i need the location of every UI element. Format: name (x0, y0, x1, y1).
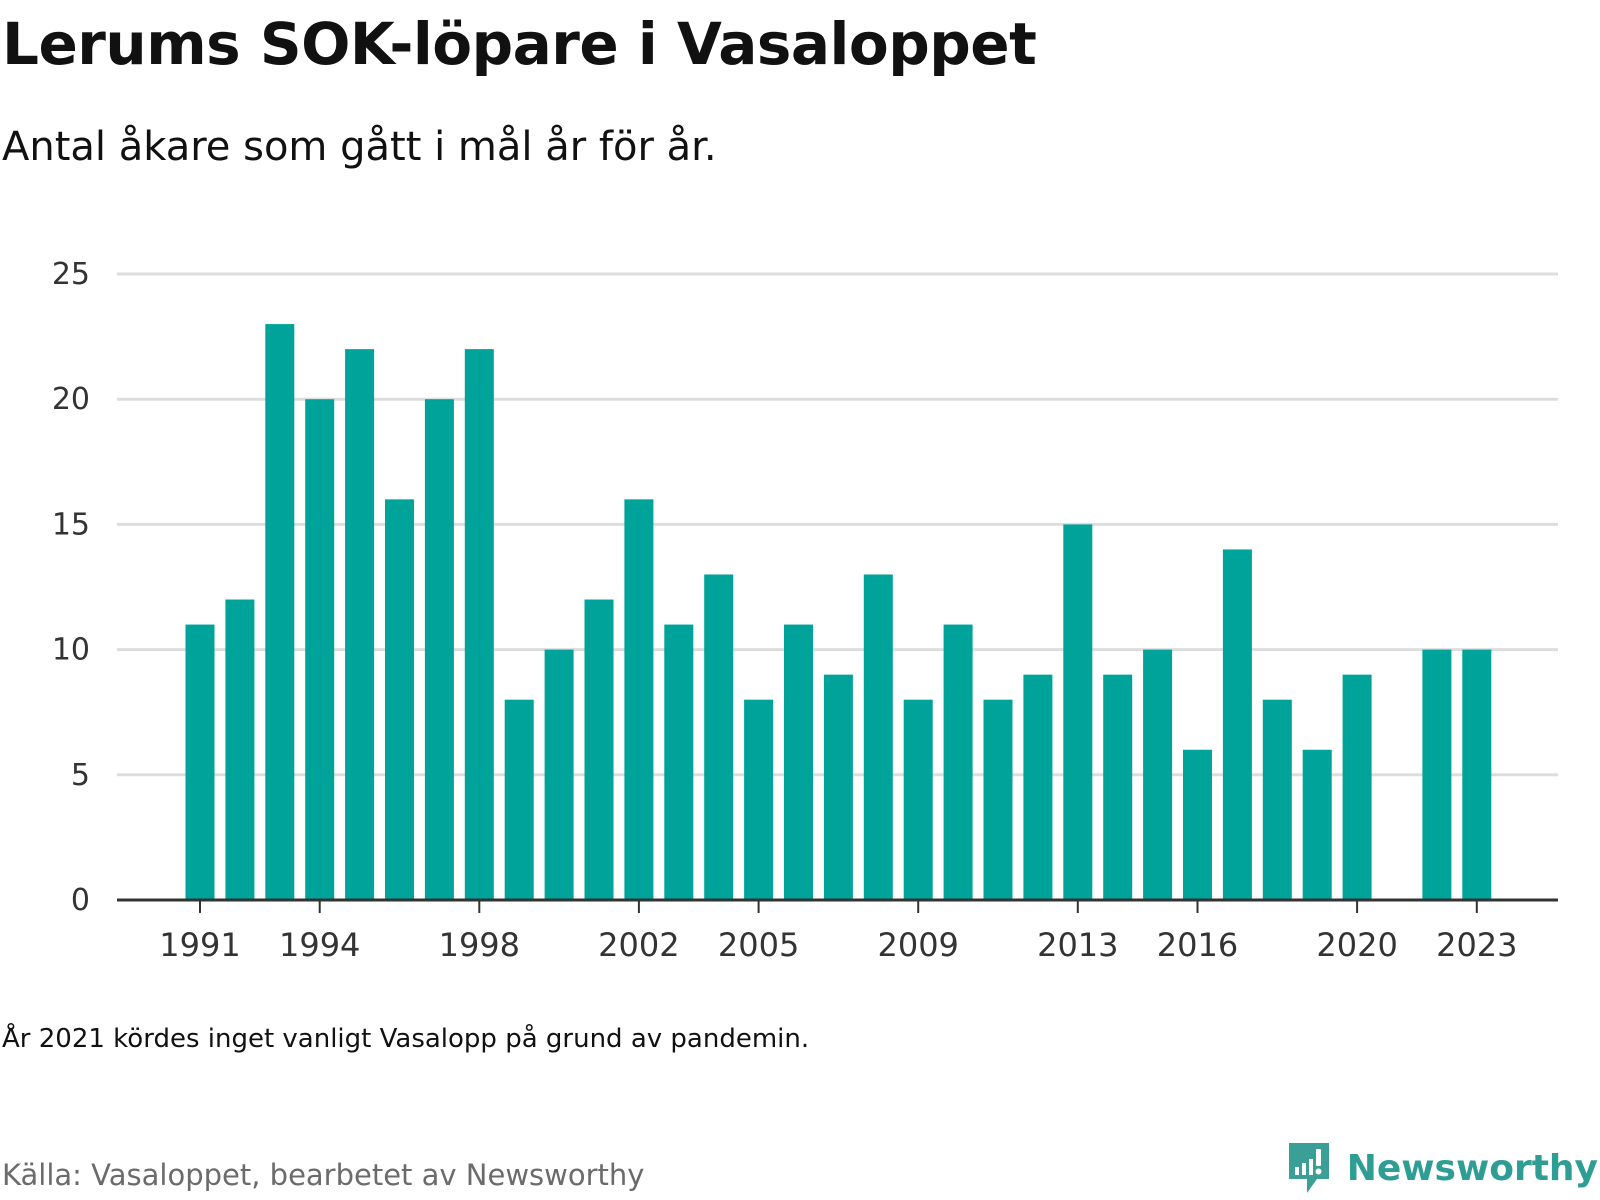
bar-1996: 1996: 16 (385, 499, 414, 900)
bar-2002: 2002: 16 (624, 499, 654, 900)
bar-1998: 1998: 22 (464, 349, 494, 900)
bar-1993: 1993: 23 (265, 324, 295, 900)
bar-2012: 2012: 9 (1023, 674, 1053, 900)
newsworthy-logo-icon (1288, 1143, 1329, 1193)
y-tick-label: 10 (52, 633, 90, 668)
bar-1992: 1992: 12 (225, 599, 255, 900)
x-tick-label: 2009 (877, 926, 958, 964)
x-tick-label: 2023 (1436, 926, 1517, 964)
bar-2005: 2005: 8 (744, 699, 774, 900)
bar-1997: 1997: 20 (424, 399, 454, 900)
x-tick-label: 1998 (439, 926, 520, 964)
brand: Newsworthy (1285, 1140, 1598, 1196)
axis-layer: 0 5 10 15 20 25 1991 1994 1998 2002 2005 2009 2013 20… (52, 257, 1558, 964)
bars-layer: 1991: 11 1992: 12 1993: 23 1994: 20 1995: 22… (185, 324, 1492, 900)
bar-2010: 2010: 11 (943, 624, 973, 900)
bar-1995: 1995: 22 (345, 349, 375, 900)
bar-2006: 2006: 11 (784, 624, 813, 900)
chart-title: Lerums SOK-löpare i Vasaloppet (2, 10, 1037, 78)
bar-2018: 2018: 8 (1262, 699, 1292, 900)
bar-2022: 2022: 10 (1422, 649, 1452, 900)
y-tick-label: 0 (71, 883, 90, 918)
x-tick-label: 2002 (598, 926, 679, 964)
x-tick-label: 1991 (159, 926, 240, 964)
chart-subtitle: Antal åkare som gått i mål år för år. (2, 124, 717, 170)
bar-2015: 2015: 10 (1143, 649, 1173, 900)
bar-chart: 1991: 11 1992: 12 1993: 23 1994: 20 1995: 22… (52, 257, 1558, 964)
x-tick-label: 2016 (1157, 926, 1238, 964)
x-tick-label: 2005 (718, 926, 799, 964)
chart-note: År 2021 kördes inget vanligt Vasalopp på… (2, 1024, 810, 1054)
bar-2008: 2008: 13 (863, 574, 893, 900)
bar-2017: 2017: 14 (1222, 549, 1252, 900)
bar-2014: 2014: 9 (1103, 674, 1133, 900)
bar-2016: 2016: 6 (1183, 749, 1212, 900)
bar-2000: 2000: 10 (544, 649, 574, 900)
bar-2001: 2001: 12 (584, 599, 614, 900)
bar-2013: 2013: 15 (1063, 524, 1093, 900)
y-tick-label: 15 (52, 507, 90, 542)
bar-2019: 2019: 6 (1302, 749, 1332, 900)
bar-1999: 1999: 8 (504, 699, 534, 900)
bar-2011: 2011: 8 (983, 699, 1013, 900)
y-tick-label: 20 (52, 382, 90, 417)
y-tick-label: 5 (71, 758, 90, 793)
bar-2020: 2020: 9 (1342, 674, 1372, 900)
x-tick-label: 2020 (1316, 926, 1397, 964)
bar-2007: 2007: 9 (823, 674, 853, 900)
y-tick-label: 25 (52, 257, 90, 292)
x-tick-label: 2013 (1037, 926, 1118, 964)
bar-2004: 2004: 13 (704, 574, 734, 900)
bar-1994: 1994: 20 (305, 399, 335, 900)
brand-name: Newsworthy (1346, 1147, 1598, 1189)
bar-2009: 2009: 8 (903, 699, 933, 900)
bar-2023: 2023: 10 (1462, 649, 1492, 900)
bar-1991: 1991: 11 (185, 624, 215, 900)
bar-2003: 2003: 11 (664, 624, 694, 900)
source-credit: Källa: Vasaloppet, bearbetet av Newswort… (2, 1158, 645, 1192)
x-tick-label: 1994 (279, 926, 360, 964)
